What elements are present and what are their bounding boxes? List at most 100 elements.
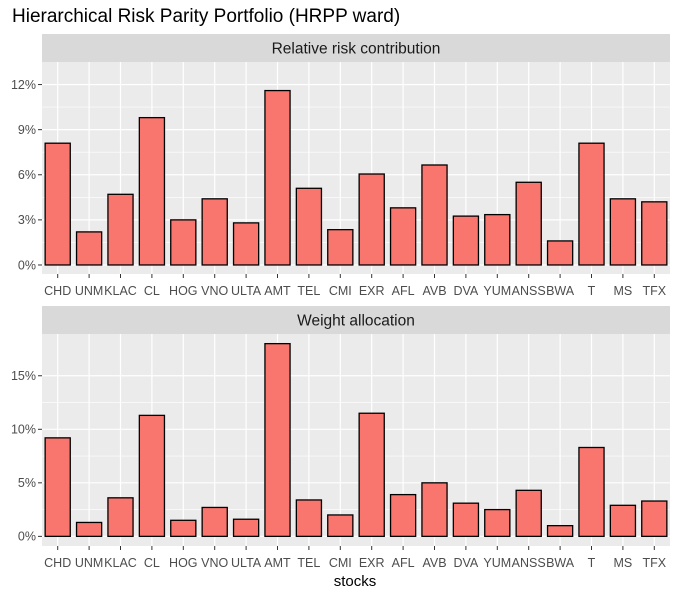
x-tick-label: TEL: [297, 556, 320, 570]
bar-chd: [44, 142, 71, 266]
y-tick-label: 15%: [11, 369, 36, 383]
bar-t: [578, 142, 605, 266]
bar-bwa: [546, 525, 574, 538]
bar-hog: [170, 219, 197, 266]
facet-strip-title: Weight allocation: [297, 313, 415, 330]
bar-anss: [515, 489, 542, 538]
y-tick-label: 10%: [11, 423, 36, 437]
panel-1: Relative risk contribution 0% 3% 6% 9% 12% CHD…: [11, 34, 670, 298]
bar-amt: [264, 89, 291, 266]
bar-afl: [389, 207, 417, 266]
bar-tfx: [641, 500, 668, 538]
bar-cmi: [327, 228, 354, 266]
bar-cmi: [327, 514, 354, 538]
x-tick-label: TFX: [642, 284, 666, 298]
bar-bwa: [546, 240, 574, 266]
x-tick-label: AFL: [392, 284, 415, 298]
bar-avb: [421, 164, 448, 266]
x-tick-label: HOG: [169, 556, 197, 570]
plot-title: Hierarchical Risk Parity Portfolio (HRPP…: [12, 6, 400, 27]
y-tick-label: 0%: [18, 530, 36, 544]
x-tick-label: BWA: [546, 284, 575, 298]
x-tick-label: VNO: [201, 556, 228, 570]
y-tick-label: 5%: [18, 476, 36, 490]
x-tick-label: AMT: [264, 284, 291, 298]
bar-unm: [75, 521, 103, 538]
bar-klac: [107, 497, 134, 538]
x-tick-label: AVB: [422, 556, 446, 570]
x-tick-label: ULTA: [231, 556, 262, 570]
x-tick-label: T: [588, 556, 596, 570]
bar-klac: [107, 193, 134, 266]
bar-tfx: [641, 201, 668, 266]
bar-tel: [295, 187, 323, 266]
bar-tel: [295, 499, 323, 538]
bar-chd: [44, 437, 71, 538]
facet-strip-title: Relative risk contribution: [272, 41, 441, 58]
x-tick-label: HOG: [169, 284, 197, 298]
bar-ms: [609, 198, 637, 266]
x-tick-label: BWA: [546, 556, 575, 570]
x-tick-label: CMI: [329, 556, 352, 570]
y-tick-label: 12%: [11, 78, 36, 92]
bar-vno: [201, 198, 228, 266]
x-tick-label: CL: [144, 284, 160, 298]
bar-exr: [358, 173, 385, 266]
bar-hog: [170, 519, 197, 538]
bar-exr: [358, 412, 385, 538]
x-axis-title: stocks: [334, 573, 377, 590]
x-tick-label: CL: [144, 556, 160, 570]
bar-cl: [138, 116, 166, 266]
bar-ulta: [232, 518, 260, 538]
x-tick-label: EXR: [359, 556, 385, 570]
x-tick-label: VNO: [201, 284, 228, 298]
bar-yum: [484, 508, 511, 538]
y-tick-label: 9%: [18, 123, 36, 137]
x-tick-label: UNM: [75, 284, 103, 298]
bar-unm: [75, 231, 103, 266]
x-tick-label: KLAC: [104, 556, 137, 570]
x-tick-label: DVA: [454, 284, 479, 298]
x-tick-label: CMI: [329, 284, 352, 298]
facet-strip: [42, 34, 670, 62]
bar-afl: [389, 493, 417, 538]
x-tick-label: MS: [614, 556, 633, 570]
bar-ulta: [232, 222, 260, 266]
bar-dva: [452, 215, 480, 266]
bar-vno: [201, 506, 228, 538]
x-tick-label: CHD: [44, 284, 71, 298]
bar-yum: [484, 213, 511, 266]
x-tick-label: T: [588, 284, 596, 298]
x-tick-label: MS: [614, 284, 633, 298]
panel-background: [42, 334, 670, 546]
x-tick-label: YUM: [483, 556, 511, 570]
y-tick-label: 6%: [18, 168, 36, 182]
x-tick-label: AVB: [422, 284, 446, 298]
x-tick-label: TFX: [642, 556, 666, 570]
bar-t: [578, 446, 605, 538]
x-tick-label: DVA: [454, 556, 479, 570]
panel-2: Weight allocation 0% 5% 10% 15% CHD UNM KLAC CL H…: [11, 306, 670, 570]
x-tick-label: ANSS: [512, 284, 546, 298]
x-tick-label: EXR: [359, 284, 385, 298]
y-tick-label: 0%: [18, 258, 36, 272]
facet-panels: Relative risk contribution 0% 3% 6% 9% 12% CHD…: [11, 34, 670, 570]
bar-anss: [515, 181, 542, 266]
x-tick-label: ANSS: [512, 556, 546, 570]
bar-cl: [138, 414, 166, 538]
x-tick-label: UNM: [75, 556, 103, 570]
x-tick-label: KLAC: [104, 284, 137, 298]
bar-amt: [264, 342, 291, 538]
bar-ms: [609, 504, 637, 538]
x-tick-label: TEL: [297, 284, 320, 298]
x-tick-label: AFL: [392, 556, 415, 570]
x-tick-label: YUM: [483, 284, 511, 298]
x-tick-label: CHD: [44, 556, 71, 570]
bar-avb: [421, 482, 448, 538]
y-tick-label: 3%: [18, 213, 36, 227]
x-tick-label: AMT: [264, 556, 291, 570]
x-tick-label: ULTA: [231, 284, 262, 298]
bar-dva: [452, 502, 480, 538]
facet-strip: [42, 306, 670, 334]
